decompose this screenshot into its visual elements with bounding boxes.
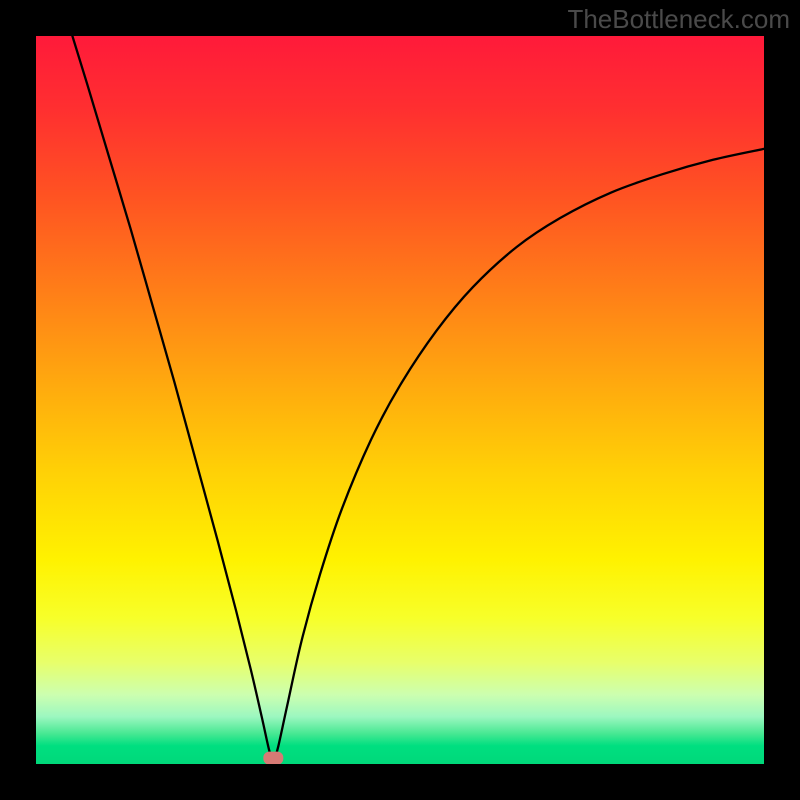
minimum-marker <box>263 752 283 764</box>
bottleneck-plot <box>36 36 764 764</box>
watermark-text: TheBottleneck.com <box>567 4 790 35</box>
chart-frame: TheBottleneck.com <box>0 0 800 800</box>
plot-background <box>36 36 764 764</box>
